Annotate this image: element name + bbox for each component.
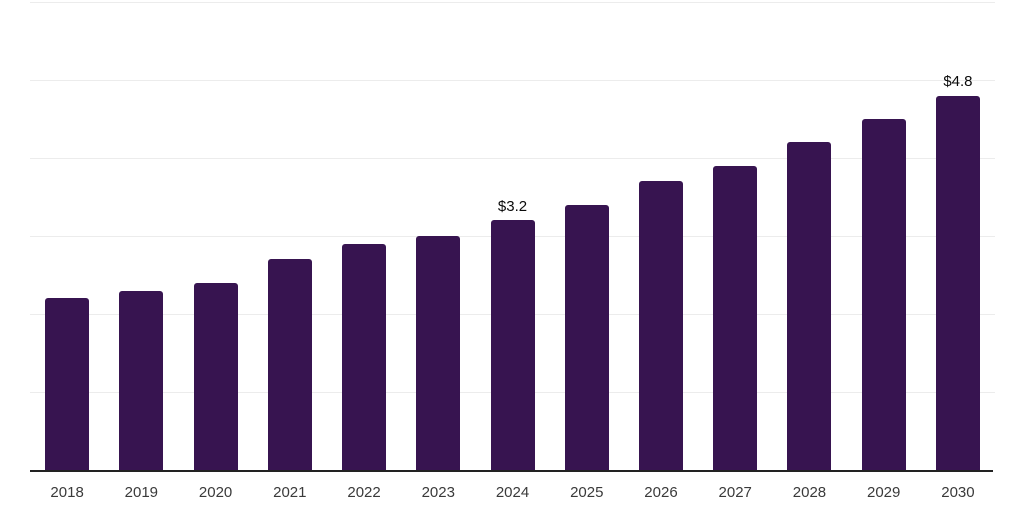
bar-band-2018 [30, 2, 104, 470]
x-tick-label-2018: 2018 [50, 484, 84, 501]
x-tick-label-2020: 2020 [198, 484, 233, 501]
x-tick-label-2027: 2027 [718, 484, 752, 501]
bar-2025 [564, 204, 609, 470]
bar-2027 [713, 165, 758, 470]
x-tick-label-2028: 2028 [792, 484, 827, 501]
gridline-y6 [30, 2, 995, 3]
value-label-2024: $3.2 [497, 197, 528, 215]
x-tick-label-2030: 2030 [941, 484, 975, 501]
x-tick-label-2024: 2024 [495, 484, 530, 501]
x-tick-label-2025: 2025 [570, 484, 604, 501]
value-label-2030: $4.8 [943, 73, 973, 91]
bar-band-2024: $3.2 [475, 2, 549, 470]
x-tick-label-2029: 2029 [867, 484, 901, 501]
bar-band-2027 [698, 2, 772, 470]
x-tick-label-2023: 2023 [421, 484, 455, 501]
x-axis-tick-labels: 2018 2019 2020 2021 2022 2023 2024 2025 2026 2027… [30, 484, 995, 502]
bar-band-2022 [327, 2, 401, 470]
x-tick-label-2026: 2026 [644, 484, 678, 501]
bar-2021 [267, 259, 312, 470]
bar-2020 [193, 282, 238, 470]
gridline-y5 [30, 80, 995, 81]
x-tick-label-2021: 2021 [273, 484, 307, 501]
bar-2019 [119, 290, 164, 470]
bar-2018 [45, 298, 90, 470]
bar-band-2020 [178, 2, 252, 470]
x-tick-label-2019: 2019 [124, 484, 159, 501]
bar-band-2025 [550, 2, 624, 470]
bar-2024: $3.2 [490, 198, 535, 470]
bar-band-2028 [772, 2, 846, 470]
plot-area: $3.2 $4.8 [30, 2, 995, 472]
x-axis-line [30, 470, 993, 472]
bar-band-2019 [104, 2, 178, 470]
bar-2022 [342, 243, 387, 470]
bar-2029 [861, 119, 906, 470]
bar-band-2026 [624, 2, 698, 470]
bar-2030: $4.8 [935, 74, 980, 470]
bar-2028 [787, 142, 832, 470]
bar-2023 [416, 236, 461, 470]
x-tick-label-2022: 2022 [347, 484, 381, 501]
bar-band-2030: $4.8 [921, 2, 995, 470]
bar-2026 [638, 181, 683, 470]
gridline-y4 [30, 158, 995, 159]
bar-band-2029 [847, 2, 921, 470]
bar-band-2021 [253, 2, 327, 470]
bar-band-2023 [401, 2, 475, 470]
